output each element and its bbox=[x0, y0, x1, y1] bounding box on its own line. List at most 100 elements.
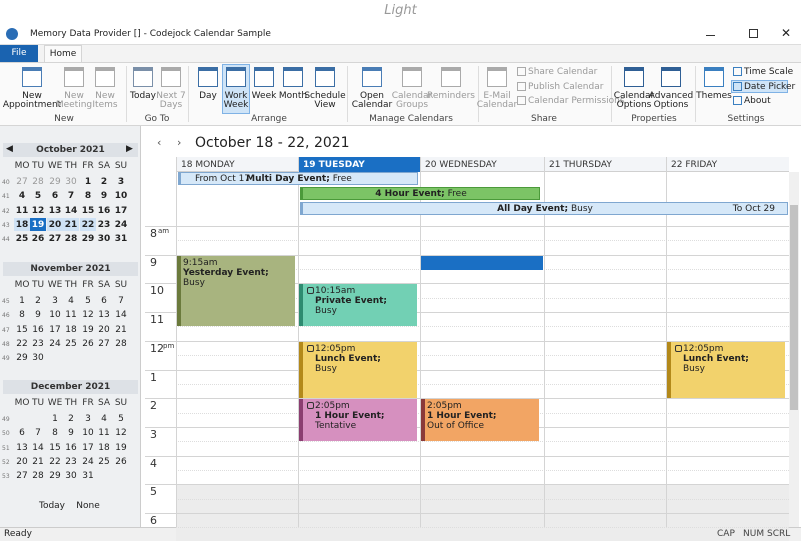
small-button[interactable]: Date Picker bbox=[744, 81, 796, 92]
day[interactable]: 27 bbox=[16, 177, 28, 187]
day[interactable]: 4 bbox=[18, 191, 26, 202]
day[interactable]: 4 bbox=[68, 296, 74, 306]
day[interactable]: 12 bbox=[82, 310, 94, 321]
day[interactable]: 8 bbox=[84, 191, 92, 202]
day[interactable]: 14 bbox=[64, 205, 78, 216]
day[interactable]: 26 bbox=[31, 234, 45, 245]
day[interactable]: 12 bbox=[115, 428, 127, 439]
day[interactable]: 2 bbox=[68, 414, 74, 424]
minimize-button[interactable] bbox=[706, 35, 715, 36]
day[interactable]: 23 bbox=[65, 456, 77, 467]
ribbon-button[interactable]: Work bbox=[224, 91, 248, 101]
ribbon-button[interactable]: Schedule bbox=[304, 91, 346, 101]
next-arrow[interactable]: › bbox=[177, 136, 182, 149]
day[interactable]: 19 bbox=[115, 442, 127, 453]
day[interactable]: 28 bbox=[32, 471, 44, 482]
day[interactable]: 18 bbox=[65, 324, 77, 335]
day[interactable]: 8 bbox=[19, 310, 25, 321]
ribbon-tab[interactable]: File bbox=[0, 45, 38, 62]
ribbon-button[interactable]: Meeting bbox=[55, 100, 93, 110]
picker-button[interactable]: Today bbox=[38, 501, 66, 511]
day[interactable]: 14 bbox=[32, 442, 44, 453]
day[interactable]: 29 bbox=[49, 471, 61, 482]
day[interactable]: 7 bbox=[35, 428, 41, 439]
day[interactable]: 3 bbox=[117, 177, 125, 187]
day-header[interactable]: 22 FRIDAY bbox=[671, 160, 718, 170]
day[interactable]: 5 bbox=[118, 414, 124, 424]
day[interactable]: 29 bbox=[49, 177, 61, 187]
prev-month[interactable]: ◀ bbox=[6, 144, 13, 154]
ribbon-button[interactable]: Options bbox=[653, 100, 689, 110]
day[interactable]: 4 bbox=[101, 414, 107, 424]
ribbon-button[interactable]: View bbox=[314, 100, 336, 110]
day[interactable]: 20 bbox=[48, 219, 62, 230]
ribbon-button[interactable]: Calendar bbox=[351, 100, 393, 110]
day[interactable]: 22 bbox=[16, 338, 28, 349]
day[interactable]: 12 bbox=[31, 205, 45, 216]
day[interactable]: 17 bbox=[114, 205, 128, 216]
picker-button[interactable]: None bbox=[76, 501, 100, 511]
day[interactable]: 14 bbox=[115, 310, 127, 321]
ribbon-button[interactable]: Items bbox=[92, 100, 118, 110]
day[interactable]: 15 bbox=[81, 205, 95, 216]
day[interactable]: 31 bbox=[82, 471, 94, 482]
day[interactable]: 16 bbox=[65, 442, 77, 453]
day[interactable]: 5 bbox=[34, 191, 42, 202]
day[interactable]: 22 bbox=[81, 219, 95, 230]
day[interactable]: 2 bbox=[35, 296, 41, 306]
day[interactable]: 9 bbox=[35, 310, 41, 321]
ribbon-button[interactable]: Advanced bbox=[648, 91, 694, 101]
day[interactable]: 22 bbox=[49, 456, 61, 467]
day[interactable]: 11 bbox=[98, 428, 110, 439]
day[interactable]: 13 bbox=[98, 310, 110, 321]
day[interactable]: 30 bbox=[32, 353, 44, 364]
ribbon-button[interactable]: Open bbox=[359, 91, 385, 101]
day[interactable]: 15 bbox=[49, 442, 61, 453]
day[interactable]: 13 bbox=[16, 442, 28, 453]
day[interactable]: 17 bbox=[49, 324, 61, 335]
day[interactable]: 27 bbox=[16, 471, 28, 482]
day[interactable]: 9 bbox=[68, 428, 74, 439]
day[interactable]: 30 bbox=[65, 471, 77, 482]
day[interactable]: 19 bbox=[31, 219, 45, 230]
day[interactable]: 28 bbox=[115, 338, 127, 349]
day[interactable]: 27 bbox=[48, 234, 62, 245]
close-button[interactable]: ✕ bbox=[781, 26, 792, 40]
day-header[interactable]: 20 WEDNESDAY bbox=[425, 160, 497, 170]
day[interactable]: 25 bbox=[15, 234, 29, 245]
day-header[interactable]: 19 TUESDAY bbox=[303, 160, 365, 170]
day[interactable]: 10 bbox=[114, 191, 128, 202]
all-day-event[interactable]: All Day Event; Busy To Oct 29 bbox=[300, 202, 788, 215]
day[interactable]: 5 bbox=[85, 296, 91, 306]
small-button[interactable]: Share Calendar bbox=[528, 67, 598, 77]
day[interactable]: 24 bbox=[114, 219, 128, 230]
all-day-event[interactable]: 4 Hour Event; Free bbox=[300, 187, 540, 200]
day[interactable]: 21 bbox=[115, 324, 127, 335]
day[interactable]: 25 bbox=[98, 456, 110, 467]
day[interactable]: 17 bbox=[82, 442, 94, 453]
day[interactable]: 15 bbox=[16, 324, 28, 335]
day[interactable]: 30 bbox=[97, 234, 111, 245]
ribbon-button[interactable]: E-Mail bbox=[483, 91, 511, 101]
day[interactable]: 25 bbox=[65, 338, 77, 349]
ribbon-button[interactable]: New bbox=[64, 91, 84, 101]
prev-arrow[interactable]: ‹ bbox=[157, 136, 162, 149]
ribbon-button[interactable]: Month bbox=[278, 91, 308, 101]
ribbon-button[interactable]: New bbox=[95, 91, 115, 101]
day[interactable]: 28 bbox=[32, 177, 44, 187]
day[interactable]: 3 bbox=[85, 414, 91, 424]
small-button[interactable]: Time Scale bbox=[744, 67, 794, 77]
ribbon-button[interactable]: Next 7 bbox=[156, 91, 186, 101]
day[interactable]: 18 bbox=[98, 442, 110, 453]
day[interactable]: 23 bbox=[32, 338, 44, 349]
day[interactable]: 6 bbox=[51, 191, 59, 202]
day[interactable]: 18 bbox=[15, 219, 29, 230]
event[interactable]: 9:15am Yesterday Event; Busy bbox=[177, 255, 295, 327]
day[interactable]: 19 bbox=[82, 324, 94, 335]
next-month[interactable]: ▶ bbox=[126, 144, 133, 154]
day[interactable]: 2 bbox=[100, 177, 108, 187]
time-selection[interactable] bbox=[421, 255, 543, 270]
ribbon-button[interactable]: Reminders bbox=[427, 91, 475, 101]
day-header[interactable]: 21 THURSDAY bbox=[549, 160, 612, 170]
small-button[interactable]: Calendar Permissions bbox=[528, 96, 625, 106]
